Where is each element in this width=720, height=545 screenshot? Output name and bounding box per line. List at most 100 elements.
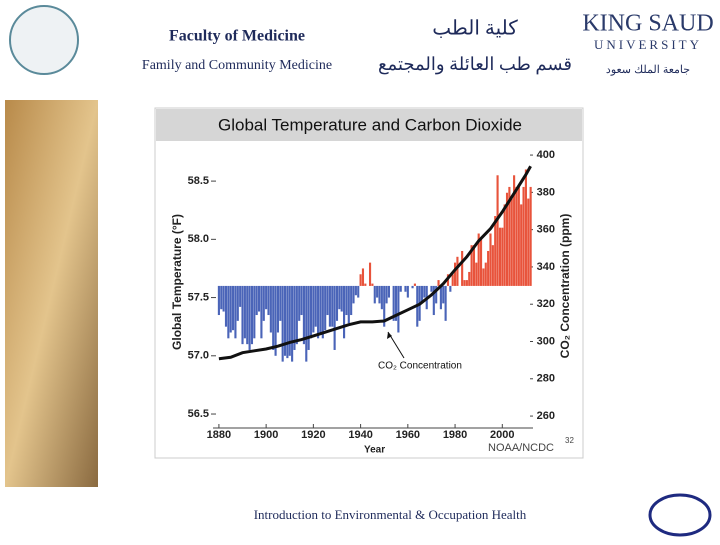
temperature-bar <box>260 285 263 339</box>
temperature-bar <box>283 285 287 356</box>
temperature-bar <box>515 186 518 286</box>
temperature-bar <box>392 285 395 321</box>
university-ar: جامعة الملك سعود <box>606 64 690 76</box>
temperature-bar <box>314 285 317 327</box>
x-tick-label: 1960 <box>396 429 420 441</box>
temperature-bar <box>449 285 452 292</box>
temperature-bar <box>248 285 251 350</box>
temperature-bar <box>307 285 310 350</box>
credit: NOAA/NCDC <box>488 442 554 454</box>
temperature-bar <box>300 285 303 316</box>
university-line1: KING SAUD <box>582 11 713 37</box>
university-line2: UNIVERSITY <box>594 37 702 52</box>
temperature-bar <box>269 285 272 333</box>
annotation-arrowhead <box>387 332 392 339</box>
temperature-bar <box>517 186 520 286</box>
temperature-bar <box>472 245 476 286</box>
temperature-bar <box>397 285 400 333</box>
temperature-bar <box>498 227 501 286</box>
temperature-bar <box>406 285 409 298</box>
department-ar: قسم طب العائلة والمجتمع <box>378 54 572 75</box>
temperature-bar <box>354 285 357 296</box>
temperature-bar <box>234 285 237 339</box>
temperature-bar <box>496 175 499 286</box>
temperature-bar <box>288 285 291 356</box>
temperature-bar <box>302 285 305 345</box>
temperature-bar <box>295 285 298 345</box>
temperature-bar <box>477 233 480 286</box>
temperature-bar <box>239 285 242 307</box>
y2-tick-label: 280 <box>537 373 555 385</box>
temperature-bar <box>444 285 447 321</box>
temperature-bar <box>383 285 386 327</box>
temperature-bar <box>513 175 516 286</box>
temperature-bar <box>350 285 353 316</box>
temperature-bar <box>430 285 433 292</box>
temperature-bar <box>229 285 232 333</box>
temperature-bar <box>359 274 362 286</box>
temperature-bar <box>378 285 381 304</box>
y-tick-label: 57.5 <box>188 291 209 303</box>
temperature-bar <box>463 280 466 286</box>
campus-photo <box>5 100 98 487</box>
temperature-bar <box>451 274 454 286</box>
temperature-bar <box>241 285 244 345</box>
y2-axis-label: CO₂ Concentration (ppm) <box>558 214 572 359</box>
x-tick-label: 2000 <box>490 429 514 441</box>
y-tick-label: 58.5 <box>188 175 209 187</box>
temperature-bar <box>279 285 282 321</box>
temperature-bar <box>461 250 464 286</box>
temperature-bar <box>347 285 350 324</box>
temperature-bar <box>491 245 494 286</box>
temperature-bar <box>262 285 265 321</box>
annotation: CO₂ Concentration <box>378 361 462 372</box>
temperature-bar <box>385 285 388 304</box>
temperature-bar <box>510 198 513 286</box>
x-tick-label: 1880 <box>207 429 231 441</box>
temperature-bar <box>454 262 457 286</box>
y2-tick-label: 340 <box>537 261 555 273</box>
temperature-bar <box>529 186 532 286</box>
faculty-ar: كلية الطب <box>432 18 518 40</box>
temperature-bar <box>312 285 315 333</box>
temperature-bar <box>331 285 334 327</box>
temperature-bar <box>503 204 506 286</box>
temperature-bar <box>505 192 509 286</box>
temperature-bar <box>253 285 256 339</box>
temperature-bar <box>345 285 348 316</box>
nav-button[interactable] <box>648 493 712 537</box>
temperature-bar <box>293 285 296 350</box>
temperature-bar <box>217 285 220 316</box>
co2-line <box>218 165 532 361</box>
temperature-bar <box>281 285 284 362</box>
temperature-bar <box>522 186 525 286</box>
temperature-bar <box>413 283 416 286</box>
temperature-bar <box>224 285 228 327</box>
temperature-bar <box>338 285 341 310</box>
temperature-bar <box>222 285 225 312</box>
chart-title: Global Temperature and Carbon Dioxide <box>218 115 522 134</box>
slide-number: 32 <box>565 436 574 445</box>
faculty-en: Faculty of Medicine <box>169 28 305 45</box>
temperature-bar <box>319 285 322 335</box>
temperature-bar <box>333 285 336 350</box>
footer-text: Introduction to Environmental & Occupati… <box>254 507 527 522</box>
temperature-bar <box>309 285 313 339</box>
temperature-bar <box>501 227 504 286</box>
temperature-bar <box>527 198 530 286</box>
temperature-bar <box>437 280 440 286</box>
x-axis-label: Year <box>364 445 385 456</box>
y2-tick-label: 300 <box>537 335 555 347</box>
temperature-bar <box>232 285 235 331</box>
temperature-bar <box>423 285 426 298</box>
temperature-bar <box>357 285 360 298</box>
temperature-bar <box>439 285 442 310</box>
department-en: Family and Community Medicine <box>142 58 332 73</box>
temperature-bar <box>255 285 258 316</box>
temperature-bar <box>361 268 365 286</box>
temperature-bar <box>265 285 268 310</box>
temperature-bar <box>404 285 407 292</box>
temperature-bar <box>298 285 301 321</box>
temperature-bar <box>317 285 320 339</box>
temperature-bar <box>373 285 376 304</box>
